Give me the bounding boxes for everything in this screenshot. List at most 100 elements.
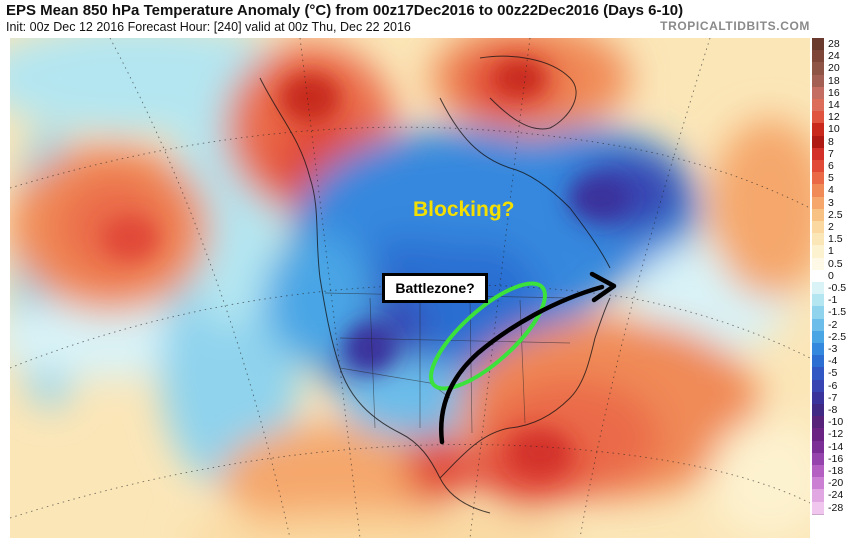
- legend-entry: -5: [812, 367, 862, 381]
- legend-label: -7: [828, 391, 838, 404]
- legend-label: -3: [828, 343, 838, 355]
- legend-entry: -7: [812, 391, 862, 405]
- legend-swatch: [812, 452, 824, 466]
- legend-entry: 7: [812, 147, 862, 161]
- legend-swatch: [812, 50, 824, 64]
- legend-swatch: [812, 172, 824, 186]
- legend-label: 28: [828, 38, 840, 50]
- legend-label: -8: [828, 404, 838, 416]
- legend-entry: -20: [812, 477, 862, 491]
- legend-swatch: [812, 257, 824, 271]
- legend-label: -24: [828, 489, 844, 502]
- legend-swatch: [812, 245, 824, 259]
- legend-swatch: [812, 111, 824, 125]
- legend-swatch: [812, 294, 824, 308]
- legend-entry: 6: [812, 160, 862, 174]
- legend-entry: -1: [812, 294, 862, 308]
- legend-label: 18: [828, 74, 840, 87]
- legend-label: 7: [828, 147, 834, 160]
- lat-lon-grid: [10, 38, 810, 538]
- legend-label: -20: [828, 477, 844, 490]
- legend-label: 5: [828, 172, 834, 185]
- legend-label: -16: [828, 452, 844, 465]
- blocking-annotation: Blocking?: [413, 198, 515, 221]
- legend-entry: 2: [812, 221, 862, 235]
- legend-label: 24: [828, 50, 840, 63]
- legend-entry: 18: [812, 74, 862, 88]
- legend-entry: 14: [812, 99, 862, 113]
- legend-swatch: [812, 367, 824, 381]
- legend-label: 2: [828, 221, 834, 233]
- legend-entry: -3: [812, 343, 862, 357]
- legend-label: -18: [828, 465, 844, 477]
- legend-swatch: [812, 355, 824, 369]
- legend-swatch: [812, 196, 824, 210]
- legend-entry: -10: [812, 416, 862, 430]
- legend-label: -0.5: [828, 282, 847, 294]
- legend-label: 16: [828, 86, 840, 99]
- legend-swatch: [812, 489, 824, 503]
- legend-entry: 8: [812, 135, 862, 149]
- legend-entry: 10: [812, 123, 862, 137]
- legend-swatch: [812, 86, 824, 100]
- legend-label: -1: [828, 294, 838, 307]
- legend-label: -2: [828, 318, 838, 331]
- legend-entry: -2: [812, 318, 862, 332]
- legend-label: -5: [828, 367, 838, 380]
- legend-swatch: [812, 379, 824, 393]
- arrow-head-icon: [589, 271, 617, 303]
- battlezone-annotation: Battlezone?: [382, 273, 488, 303]
- legend-label: 14: [828, 99, 840, 111]
- legend-label: -28: [828, 501, 844, 514]
- legend-swatch: [812, 269, 824, 283]
- coastlines: [259, 55, 611, 514]
- legend-entry: -14: [812, 440, 862, 454]
- legend-label: 1.5: [828, 233, 843, 246]
- legend-entry: 2.5: [812, 208, 862, 222]
- legend-entry: 3: [812, 196, 862, 210]
- chart-header: EPS Mean 850 hPa Temperature Anomaly (°C…: [0, 0, 862, 38]
- legend-swatch: [812, 440, 824, 454]
- legend-entry: -1.5: [812, 306, 862, 320]
- legend-label: -2.5: [828, 330, 847, 343]
- legend-entry: 16: [812, 86, 862, 100]
- legend-swatch: [812, 391, 824, 405]
- legend-entry: -16: [812, 452, 862, 466]
- legend-entry: 1: [812, 245, 862, 259]
- legend-label: 12: [828, 111, 840, 124]
- legend-entry: 1.5: [812, 233, 862, 247]
- legend-label: 6: [828, 160, 834, 172]
- legend-label: 10: [828, 123, 840, 136]
- legend-entry: 24: [812, 50, 862, 64]
- legend-entry: -4: [812, 355, 862, 369]
- legend-label: -1.5: [828, 306, 847, 319]
- legend-entry: 28: [812, 38, 862, 52]
- legend-entry: -6: [812, 379, 862, 393]
- anomaly-detail: [102, 60, 630, 475]
- legend-swatch: [812, 501, 824, 515]
- legend-swatch: [812, 184, 824, 198]
- legend-entry: 0: [812, 269, 862, 283]
- legend-entry: -2.5: [812, 330, 862, 344]
- legend-swatch: [812, 428, 824, 442]
- legend-swatch: [812, 135, 824, 149]
- legend-swatch: [812, 416, 824, 430]
- legend-swatch: [812, 208, 824, 222]
- legend-entry: 4: [812, 184, 862, 198]
- page-title: EPS Mean 850 hPa Temperature Anomaly (°C…: [6, 2, 684, 19]
- legend-entry: -24: [812, 489, 862, 503]
- legend-swatch: [812, 330, 824, 344]
- legend-label: 8: [828, 135, 834, 148]
- legend-entry: 12: [812, 111, 862, 125]
- legend-label: 1: [828, 245, 834, 258]
- storm-track-arrow-icon: [439, 284, 605, 445]
- brand-watermark: TROPICALTIDBITS.COM: [660, 19, 810, 33]
- legend-label: 20: [828, 62, 840, 75]
- legend-swatch: [812, 147, 824, 161]
- legend-label: -14: [828, 440, 844, 453]
- legend-entry: -12: [812, 428, 862, 442]
- color-legend: 28 24 20 18 16 14 12 10 8 7 6 5 4 3 2.5 2 1.5 1 0.5 0 -0.5 -1…: [812, 38, 862, 526]
- legend-label: 2.5: [828, 208, 843, 221]
- legend-label: 0: [828, 269, 834, 282]
- legend-entry: 0.5: [812, 257, 862, 271]
